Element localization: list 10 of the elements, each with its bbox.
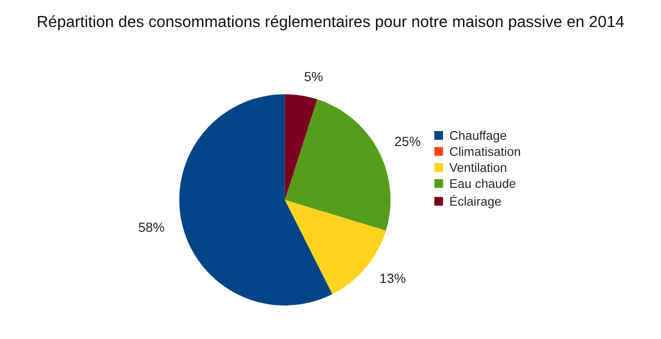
chart-title: Répartition des consommations réglementaires pour notre maison passive en 2014 xyxy=(38,15,624,30)
legend-label: Eau chaude xyxy=(450,178,516,188)
data-label: 5% xyxy=(304,72,323,82)
legend-label: Climatisation xyxy=(450,146,520,156)
legend-label: Éclairage xyxy=(450,194,501,208)
data-label: 58% xyxy=(138,222,164,232)
legend-label: Ventilation xyxy=(449,162,506,172)
data-label: 25% xyxy=(395,136,420,146)
legend-label: Chauffage xyxy=(450,130,506,142)
data-label: 13% xyxy=(380,274,406,283)
